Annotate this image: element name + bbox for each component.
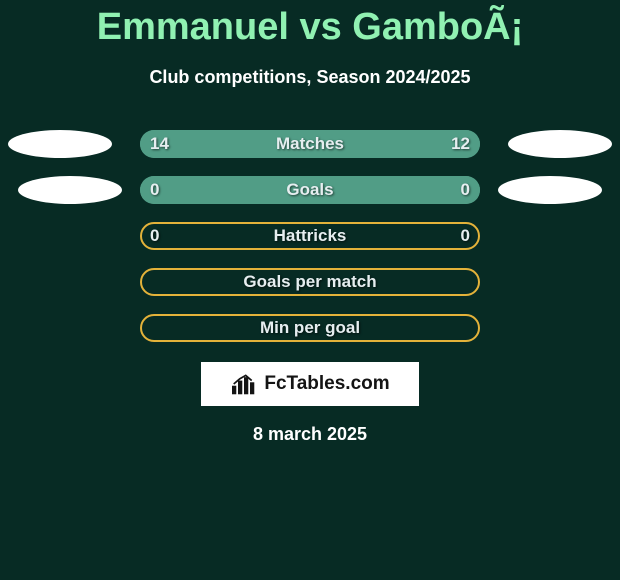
stat-value-left: 0 xyxy=(150,226,159,246)
brand-text: FcTables.com xyxy=(264,373,389,395)
stat-row: Matches 14 12 xyxy=(0,130,620,158)
stat-value-left: 0 xyxy=(150,180,159,200)
stat-bar-right xyxy=(310,176,480,204)
comparison-card: Emmanuel vs GamboÃ¡ Club competitions, S… xyxy=(0,0,620,580)
stat-label: Goals xyxy=(286,180,333,200)
player-marker-right xyxy=(498,176,602,204)
stat-row: Hattricks 0 0 xyxy=(0,222,620,250)
stat-value-right: 0 xyxy=(461,180,470,200)
stat-row: Goals 0 0 xyxy=(0,176,620,204)
player-marker-left xyxy=(18,176,122,204)
stat-rows: Matches 14 12 Goals 0 0 Hattricks 0 0 Goals per m… xyxy=(0,130,620,342)
subtitle: Club competitions, Season 2024/2025 xyxy=(0,67,620,88)
stat-bar-left xyxy=(140,176,310,204)
player-marker-left xyxy=(8,130,112,158)
date-label: 8 march 2025 xyxy=(0,424,620,445)
page-title: Emmanuel vs GamboÃ¡ xyxy=(0,0,620,49)
stat-row: Min per goal xyxy=(0,314,620,342)
stat-label: Matches xyxy=(276,134,344,154)
stat-value-right: 12 xyxy=(451,134,470,154)
brand-logo[interactable]: FcTables.com xyxy=(201,362,419,406)
stat-label: Hattricks xyxy=(274,226,347,246)
stat-value-left: 14 xyxy=(150,134,169,154)
stat-value-right: 0 xyxy=(461,226,470,246)
stat-row: Goals per match xyxy=(0,268,620,296)
player-marker-right xyxy=(508,130,612,158)
chart-icon xyxy=(230,372,258,396)
stat-label: Goals per match xyxy=(243,272,376,292)
stat-label: Min per goal xyxy=(260,318,360,338)
